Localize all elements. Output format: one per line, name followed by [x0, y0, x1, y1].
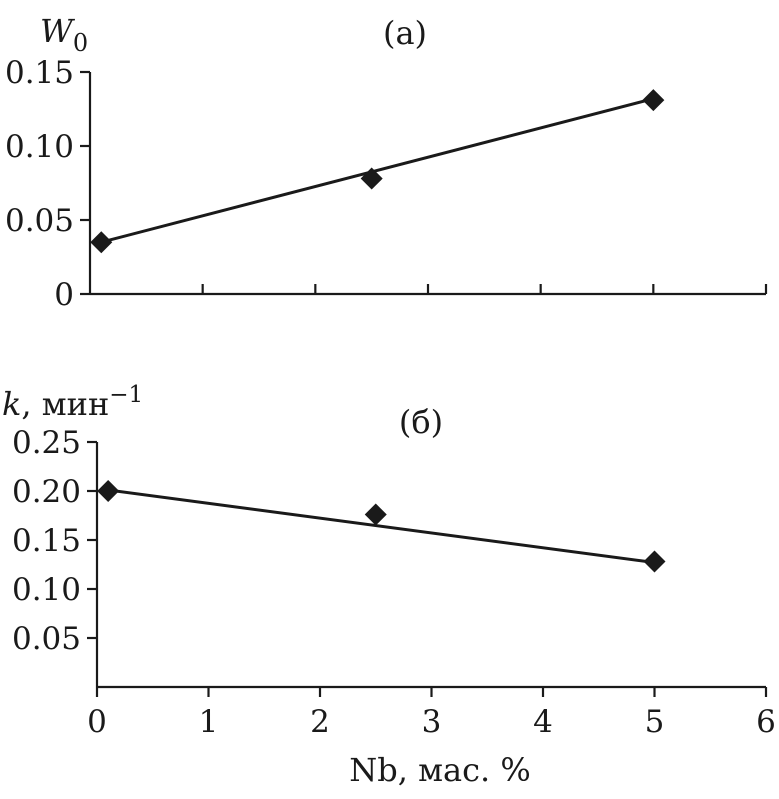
x-tick-label: 3 [422, 704, 442, 740]
y-tick-label: 0.10 [5, 129, 74, 165]
panel-b-series [97, 480, 666, 573]
data-point-diamond [364, 503, 387, 526]
x-tick-label: 5 [645, 704, 665, 740]
panel-a-y-axis-title-subscript: 0 [73, 29, 88, 57]
data-point-diamond [643, 550, 666, 573]
y-tick-label: 0.25 [12, 425, 81, 461]
panel-a-label: (a) [383, 14, 427, 52]
y-tick-label: 0.05 [12, 621, 81, 657]
panel-b-y-axis-title-unit: , мин [21, 385, 109, 423]
data-point-diamond [90, 231, 113, 254]
x-tick-label: 2 [310, 704, 330, 740]
panel-b-y-tick-labels: 0.05 0.10 0.15 0.20 0.25 [12, 425, 81, 657]
panel-b-label: (б) [399, 403, 443, 441]
trend-line [107, 488, 655, 565]
panel-a: W0 (a) 00.050.100.15 [5, 12, 768, 313]
panel-b: k, мин−1 (б) 0.05 0.10 0.15 0.20 0.25 0 1 2 3 4 5… [2, 382, 776, 789]
x-tick-label: 4 [533, 704, 553, 740]
y-tick-label: 0.05 [5, 203, 74, 239]
panel-a-y-tick-labels: 0 0.05 0.10 0.15 [5, 55, 74, 313]
panel-b-y-axis-title-superscript: −1 [109, 382, 143, 408]
data-point-diamond [360, 167, 383, 190]
y-tick-label: 0.20 [12, 474, 81, 510]
panel-a-y-axis-title-base: W [40, 12, 76, 50]
panel-b-axes [87, 440, 768, 697]
panel-a-axes [80, 70, 768, 296]
y-tick-label: 0.15 [12, 523, 81, 559]
y-tick-label: 0 [54, 277, 74, 313]
panel-b-y-axis-title: k, мин−1 [2, 382, 143, 423]
y-tick-label: 0.15 [5, 55, 74, 91]
x-tick-label: 0 [87, 704, 107, 740]
panel-b-x-tick-labels: 0 1 2 3 4 5 6 [87, 704, 776, 740]
data-point-diamond [97, 480, 120, 502]
trend-line [100, 97, 654, 244]
panel-a-series [90, 89, 665, 254]
x-axis-title: Nb, мас. % [349, 751, 530, 789]
y-tick-label: 0.10 [12, 572, 81, 608]
data-point-diamond [642, 89, 665, 112]
panel-b-y-axis-title-base: k [2, 385, 21, 423]
x-tick-label: 1 [199, 704, 219, 740]
panel-a-y-axis-title: W0 [40, 12, 88, 57]
x-tick-label: 6 [756, 704, 776, 740]
